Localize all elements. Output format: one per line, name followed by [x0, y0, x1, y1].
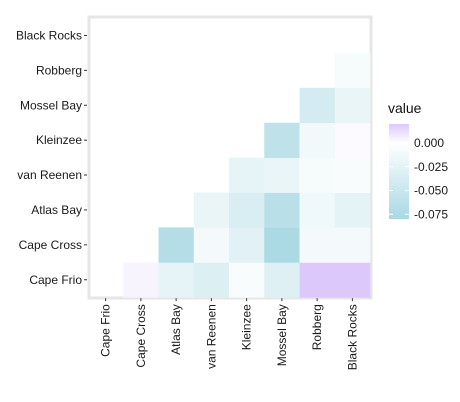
- heatmap-cell: [264, 192, 300, 228]
- heatmap-cell: [334, 262, 371, 298]
- x-tick-label: Cape Cross: [134, 304, 148, 367]
- x-tick-label: Kleinzee: [240, 304, 254, 350]
- x-tick-label: van Reenen: [204, 304, 218, 369]
- heatmap-cell: [229, 227, 265, 263]
- legend-tick-label: -0.075: [414, 207, 448, 221]
- heatmap-cell: [334, 192, 371, 228]
- heatmap-cell: [299, 192, 336, 228]
- heatmap-cell: [193, 227, 230, 263]
- heatmap-cell: [229, 157, 265, 193]
- x-tick-label: Cape Frio: [99, 304, 113, 357]
- y-tick-label: Atlas Bay: [31, 203, 82, 217]
- heatmap-cell: [334, 157, 371, 193]
- heatmap-cell: [334, 52, 371, 89]
- legend-ticks: 0.000 -0.025 -0.050 -0.075: [389, 136, 448, 221]
- heatmap-cell: [334, 227, 371, 263]
- y-axis: Black Rocks Robberg Mossel Bay Kleinzee van …: [16, 28, 87, 287]
- legend-tick-label: -0.025: [414, 160, 448, 174]
- heatmap-cell: [334, 122, 371, 158]
- x-tick-label: Robberg: [310, 304, 324, 350]
- heatmap-cell: [299, 157, 336, 193]
- y-tick-label: Kleinzee: [36, 133, 82, 147]
- heatmap-cell: [264, 122, 300, 158]
- y-tick-label: van Reenen: [17, 168, 82, 182]
- y-tick-label: Cape Cross: [19, 238, 82, 252]
- heatmap-cell: [123, 262, 159, 298]
- legend: value 0.000 -0.025 -0.050 -0.075: [388, 100, 448, 221]
- y-tick-label: Black Rocks: [16, 28, 82, 42]
- heatmap-cell: [158, 227, 195, 263]
- legend-title: value: [388, 100, 422, 116]
- y-tick-label: Robberg: [36, 63, 82, 77]
- heatmap-cell: [193, 192, 230, 228]
- legend-colorbar: [389, 124, 409, 219]
- heatmap-cell: [299, 87, 336, 124]
- heatmap-cells: [123, 52, 371, 298]
- heatmap-cell: [193, 262, 230, 298]
- heatmap-cell: [264, 227, 300, 263]
- x-tick-label: Black Rocks: [345, 304, 359, 370]
- heatmap-cell: [264, 157, 300, 193]
- x-tick-label: Mossel Bay: [275, 304, 289, 366]
- heatmap-cell: [264, 262, 300, 298]
- x-tick-label: Atlas Bay: [169, 304, 183, 355]
- heatmap-cell: [229, 192, 265, 228]
- legend-tick-label: -0.050: [414, 184, 448, 198]
- heatmap-cell: [299, 227, 336, 263]
- heatmap-cell: [158, 262, 195, 298]
- heatmap-cell: [334, 87, 371, 124]
- legend-tick-label: 0.000: [414, 136, 444, 150]
- x-axis: Cape Frio Cape Cross Atlas Bay van Reenen Kl…: [99, 298, 359, 370]
- heatmap-cell: [299, 122, 336, 158]
- y-tick-label: Mossel Bay: [20, 98, 82, 112]
- y-tick-label: Cape Frio: [29, 273, 82, 287]
- heatmap-cell: [229, 262, 265, 298]
- heatmap-cell: [299, 262, 336, 298]
